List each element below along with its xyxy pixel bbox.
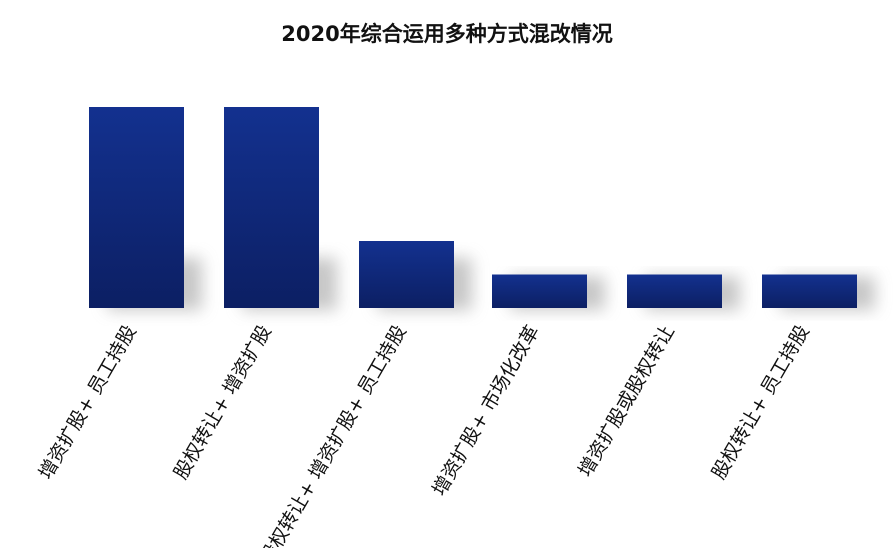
- category-label: 增资扩股或股权转让: [574, 322, 679, 481]
- category-label: 增资扩股+ 员工持股: [35, 322, 141, 484]
- bar: [359, 241, 454, 308]
- bar: [762, 274, 857, 308]
- bars: [89, 107, 857, 308]
- category-label: 股权转让+ 增资扩股: [170, 322, 276, 484]
- bar: [627, 274, 722, 308]
- chart-title: 2020年综合运用多种方式混改情况: [281, 22, 612, 46]
- bar: [224, 107, 319, 308]
- category-label: 增资扩股+ 市场化改革: [428, 322, 544, 500]
- category-label: 股权转让+ 员工持股: [708, 322, 814, 484]
- bar: [492, 274, 587, 308]
- bar: [89, 107, 184, 308]
- bar-shadows: [107, 258, 875, 310]
- category-label: 股权转让+ 增资扩股+ 员工持股: [256, 322, 411, 548]
